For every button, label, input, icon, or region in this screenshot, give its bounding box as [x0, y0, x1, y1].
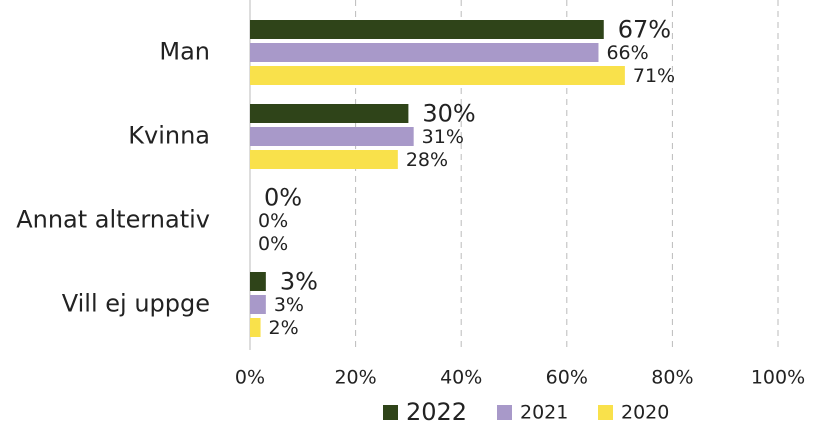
- legend-label: 2022: [406, 398, 467, 426]
- value-label: 66%: [606, 42, 648, 64]
- bar: [250, 150, 398, 169]
- bar: [250, 272, 266, 291]
- value-label: 0%: [258, 210, 288, 232]
- value-label: 2%: [269, 317, 299, 339]
- value-label: 28%: [406, 149, 448, 171]
- bar: [250, 66, 625, 85]
- bar: [250, 295, 266, 314]
- bar: [250, 127, 414, 146]
- value-label: 30%: [422, 100, 475, 128]
- legend-swatch: [497, 405, 512, 420]
- value-label: 0%: [258, 233, 288, 255]
- value-label: 3%: [280, 268, 318, 296]
- legend-swatch: [383, 405, 398, 420]
- category-label: Kvinna: [128, 122, 210, 150]
- bar: [250, 104, 409, 123]
- x-tick-label: 80%: [651, 367, 693, 389]
- category-label: Vill ej uppge: [62, 290, 210, 318]
- legend-swatch: [598, 405, 613, 420]
- category-label: Annat alternativ: [16, 206, 210, 234]
- category-label: Man: [159, 38, 210, 66]
- value-label: 71%: [633, 65, 675, 87]
- x-tick-label: 40%: [440, 367, 482, 389]
- bar: [250, 43, 599, 62]
- legend-label: 2021: [520, 402, 568, 424]
- x-tick-label: 20%: [334, 367, 376, 389]
- value-label: 67%: [618, 16, 671, 44]
- bar: [250, 20, 604, 39]
- value-label: 31%: [422, 126, 464, 148]
- x-tick-label: 100%: [751, 367, 805, 389]
- bar: [250, 318, 261, 337]
- x-tick-label: 0%: [235, 367, 265, 389]
- value-label: 0%: [264, 184, 302, 212]
- value-label: 3%: [274, 294, 304, 316]
- legend-label: 2020: [621, 402, 669, 424]
- x-tick-label: 60%: [546, 367, 588, 389]
